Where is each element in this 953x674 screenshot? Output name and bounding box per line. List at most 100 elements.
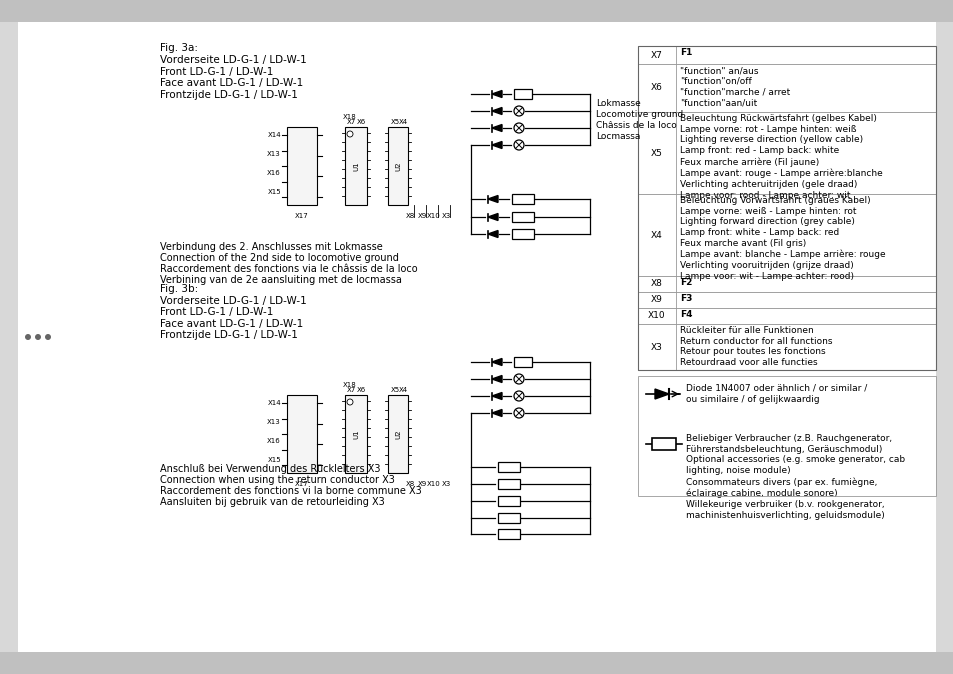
Text: F2: F2 — [679, 278, 692, 287]
Bar — [0, 652, 953, 674]
Text: Locmassa: Locmassa — [596, 132, 639, 141]
Text: X10: X10 — [427, 481, 440, 487]
Text: X14: X14 — [267, 400, 281, 406]
Text: X8: X8 — [650, 280, 662, 288]
Text: X4: X4 — [398, 387, 407, 393]
Text: U1: U1 — [353, 161, 358, 171]
Circle shape — [514, 391, 523, 401]
Text: Face avant LD-G-1 / LD-W-1: Face avant LD-G-1 / LD-W-1 — [160, 78, 303, 88]
Text: U1: U1 — [353, 429, 358, 439]
Text: Beleuchtung Vorwärtsfahrt (graues Kabel)
Lampe vorne: weiß - Lampe hinten: rot
L: Beleuchtung Vorwärtsfahrt (graues Kabel)… — [679, 196, 884, 281]
Polygon shape — [492, 90, 501, 98]
Text: X3: X3 — [441, 481, 450, 487]
Text: Anschluß bei Verwendung des Rücklelters X3: Anschluß bei Verwendung des Rücklelters … — [160, 464, 380, 474]
Text: X3: X3 — [650, 342, 662, 352]
Bar — [497, 496, 519, 506]
Text: X5: X5 — [390, 387, 399, 393]
Circle shape — [514, 123, 523, 133]
Polygon shape — [492, 410, 501, 417]
Bar — [638, 292, 935, 308]
Text: Lokmasse: Lokmasse — [596, 99, 640, 108]
Text: F3: F3 — [679, 294, 692, 303]
Text: "function" an/aus
"function"on/off
"function"marche / arret
"function"aan/uit: "function" an/aus "function"on/off "func… — [679, 66, 789, 107]
Text: X6: X6 — [356, 387, 365, 393]
Text: Fig. 3b:: Fig. 3b: — [160, 284, 198, 294]
Circle shape — [514, 140, 523, 150]
Polygon shape — [492, 359, 501, 365]
Text: X10: X10 — [647, 311, 665, 321]
Text: X7: X7 — [650, 51, 662, 59]
Text: X13: X13 — [267, 419, 281, 425]
Bar — [514, 357, 532, 367]
Text: Aansluiten bij gebruik van de retourleiding X3: Aansluiten bij gebruik van de retourleid… — [160, 497, 384, 507]
Text: Vorderseite LD-G-1 / LD-W-1: Vorderseite LD-G-1 / LD-W-1 — [160, 296, 307, 306]
Text: Connection of the 2nd side to locomotive ground: Connection of the 2nd side to locomotive… — [160, 253, 398, 263]
Text: X13: X13 — [267, 151, 281, 157]
Text: X7: X7 — [346, 119, 355, 125]
Bar — [512, 194, 534, 204]
Text: Raccordement des fonctions vi la borne commune X3: Raccordement des fonctions vi la borne c… — [160, 486, 421, 496]
Circle shape — [45, 334, 51, 340]
Text: X8: X8 — [405, 481, 415, 487]
Text: X5: X5 — [650, 148, 662, 158]
Text: Frontzijde LD-G-1 / LD-W-1: Frontzijde LD-G-1 / LD-W-1 — [160, 330, 297, 340]
Bar — [638, 194, 935, 276]
Text: X9: X9 — [650, 295, 662, 305]
Bar — [497, 462, 519, 472]
Text: X7: X7 — [346, 387, 355, 393]
Circle shape — [347, 399, 353, 405]
Bar — [497, 529, 519, 539]
Text: X18: X18 — [343, 114, 356, 120]
Text: X15: X15 — [267, 189, 281, 195]
Text: Connection when using the return conductor X3: Connection when using the return conduct… — [160, 475, 395, 485]
Text: X4: X4 — [651, 231, 662, 239]
Polygon shape — [492, 142, 501, 148]
Text: F4: F4 — [679, 310, 692, 319]
Text: X15: X15 — [267, 457, 281, 463]
Text: Front LD-G-1 / LD-W-1: Front LD-G-1 / LD-W-1 — [160, 307, 274, 317]
Text: X18: X18 — [343, 382, 356, 388]
Text: Diode 1N4007 oder ähnlich / or similar /
ou similaire / of gelijkwaardig: Diode 1N4007 oder ähnlich / or similar /… — [685, 384, 866, 404]
Bar — [638, 112, 935, 194]
Text: Beliebiger Verbraucher (z.B. Rauchgenerator,
Führerstandsbeleuchtung, Geräuschmo: Beliebiger Verbraucher (z.B. Rauchgenera… — [685, 434, 904, 520]
Bar — [497, 513, 519, 523]
Text: X9: X9 — [416, 213, 426, 219]
Text: X10: X10 — [427, 213, 440, 219]
Text: Rückleiter für alle Funktionen
Return conductor for all functions
Retour pour to: Rückleiter für alle Funktionen Return co… — [679, 326, 832, 367]
Bar — [512, 229, 534, 239]
Text: X16: X16 — [267, 438, 281, 444]
Circle shape — [347, 131, 353, 137]
Bar — [514, 89, 532, 99]
Text: X8: X8 — [405, 213, 415, 219]
Text: X16: X16 — [267, 170, 281, 176]
Bar — [638, 308, 935, 324]
Bar — [388, 395, 408, 473]
Bar — [638, 46, 935, 370]
Polygon shape — [492, 107, 501, 115]
Bar — [345, 127, 367, 205]
Text: Raccordement des fonctions via le châssis de la loco: Raccordement des fonctions via le châssi… — [160, 264, 417, 274]
Bar — [638, 324, 935, 370]
Text: Face avant LD-G-1 / LD-W-1: Face avant LD-G-1 / LD-W-1 — [160, 319, 303, 329]
Bar — [651, 438, 676, 450]
Polygon shape — [492, 375, 501, 383]
Polygon shape — [488, 231, 497, 237]
Text: X17: X17 — [294, 213, 309, 219]
Bar — [512, 212, 534, 222]
Text: F1: F1 — [679, 48, 692, 57]
Text: U2: U2 — [395, 429, 400, 439]
Text: X14: X14 — [267, 132, 281, 138]
Text: Frontzijde LD-G-1 / LD-W-1: Frontzijde LD-G-1 / LD-W-1 — [160, 90, 297, 100]
Text: X9: X9 — [416, 481, 426, 487]
Polygon shape — [492, 125, 501, 131]
Circle shape — [35, 334, 41, 340]
Text: Verbindung des 2. Anschlusses mit Lokmasse: Verbindung des 2. Anschlusses mit Lokmas… — [160, 242, 382, 252]
Bar — [638, 46, 935, 64]
Polygon shape — [488, 214, 497, 220]
Circle shape — [514, 408, 523, 418]
Text: U2: U2 — [395, 161, 400, 171]
Text: Locomotive ground: Locomotive ground — [596, 110, 682, 119]
Text: X6: X6 — [650, 84, 662, 92]
Bar — [287, 127, 316, 205]
Text: X6: X6 — [356, 119, 365, 125]
